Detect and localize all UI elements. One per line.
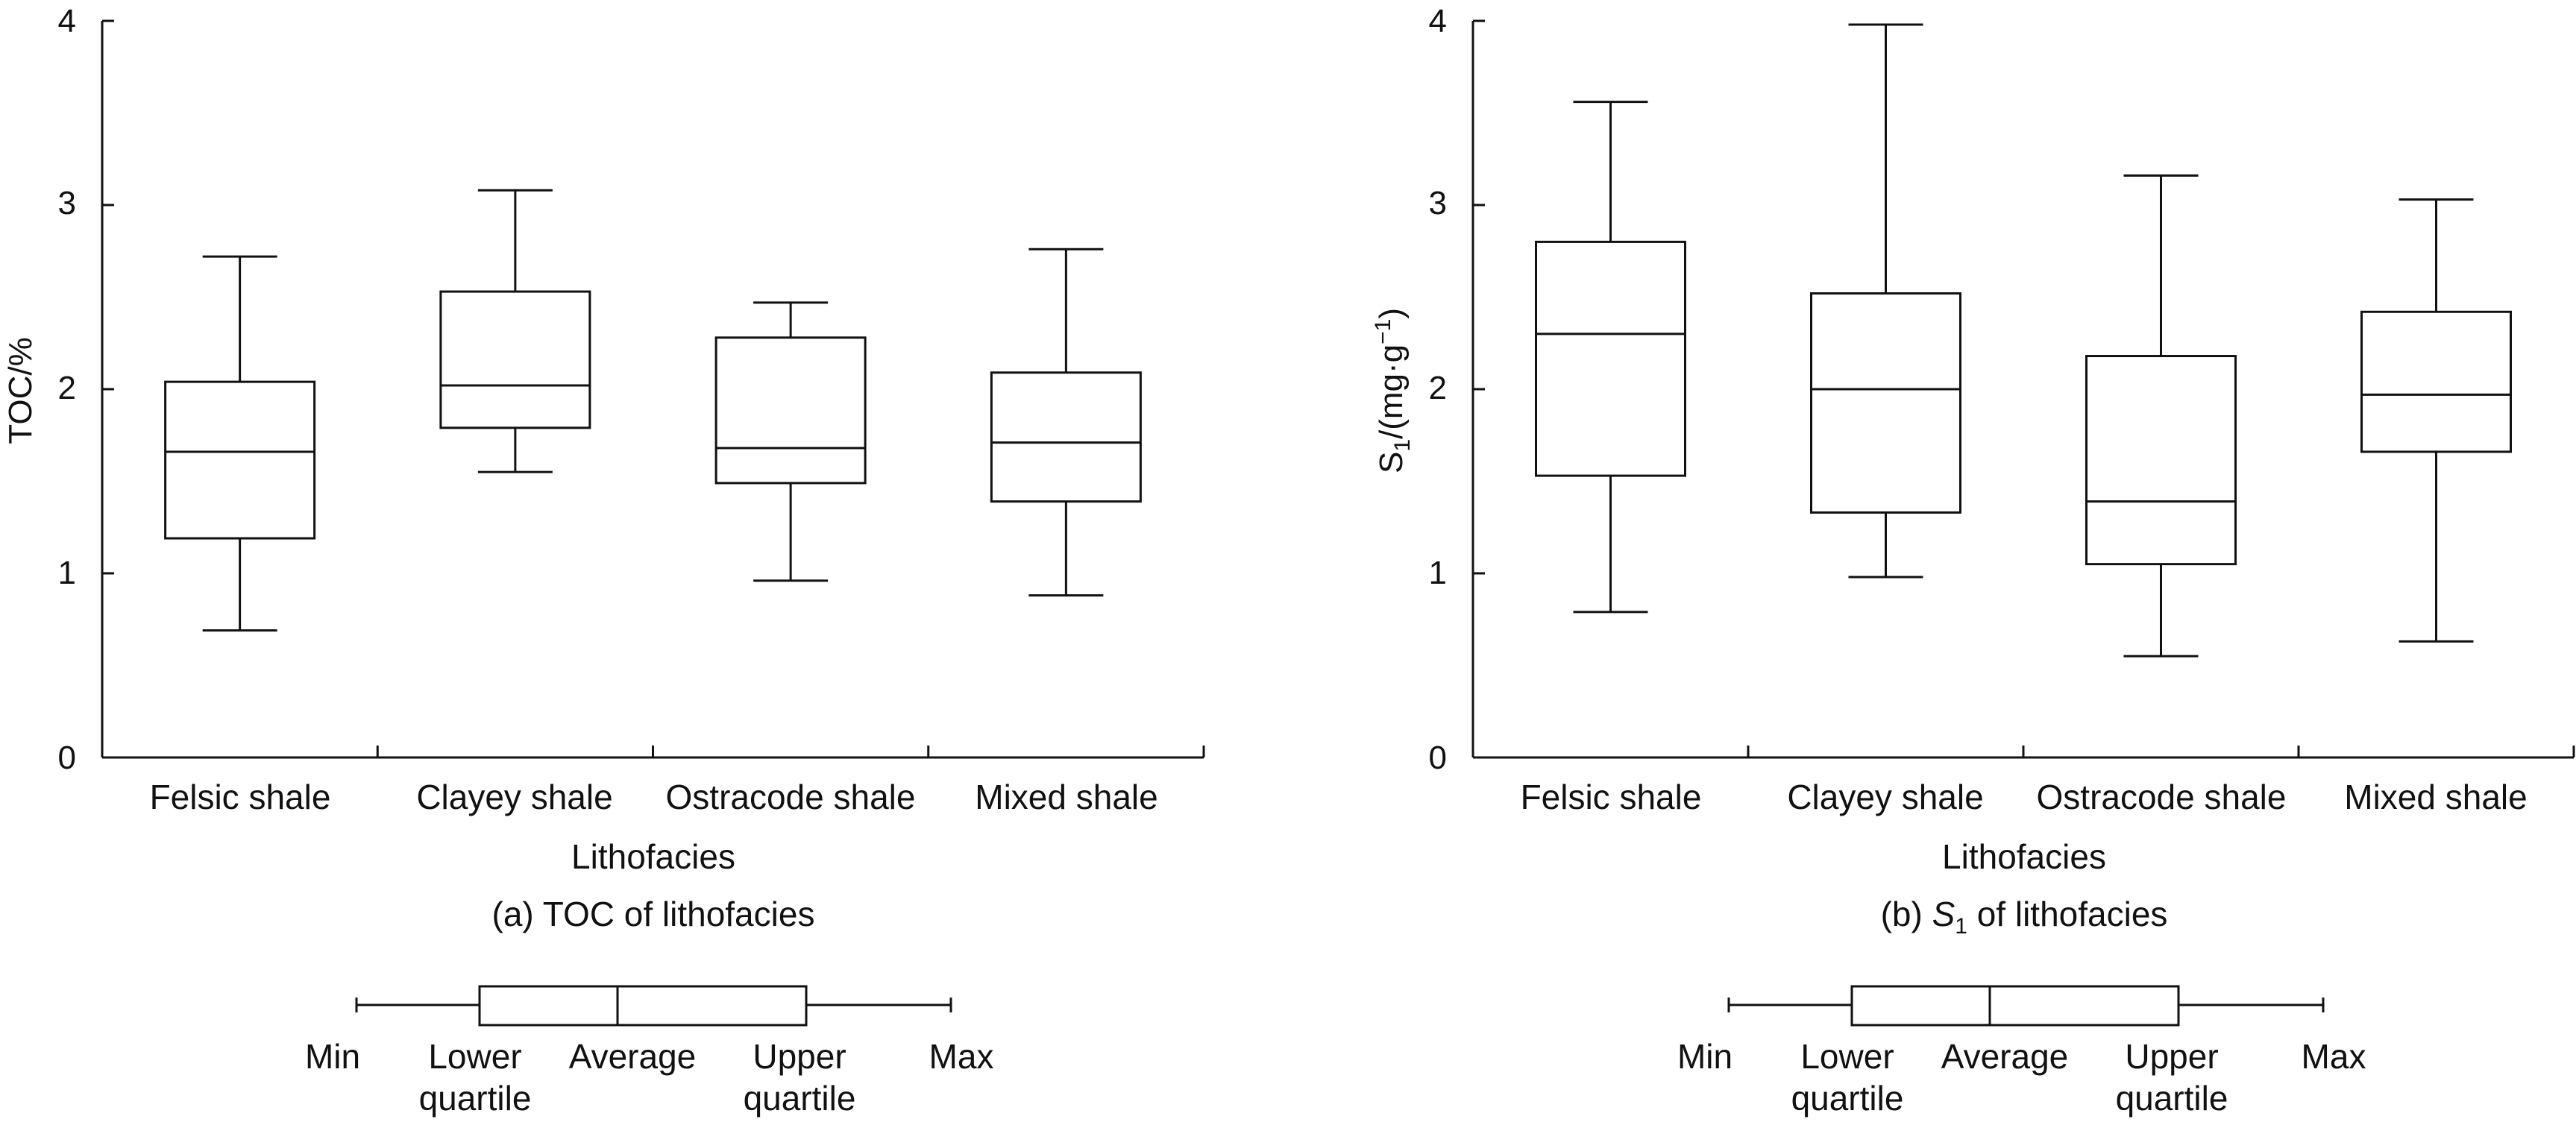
panel-b-ylabel: S1/(mg·g−1) xyxy=(1371,308,1415,473)
box-ostracode-shale xyxy=(2085,355,2237,566)
panel-a-marks xyxy=(101,19,1205,759)
legend-average-label: Average xyxy=(1941,1037,2069,1076)
panel-b-ytick-label: 4 xyxy=(1429,3,1447,40)
box-ostracode-shale xyxy=(714,336,867,485)
legend-upper-label-2: quartile xyxy=(2116,1079,2228,1118)
box-clayey-shale xyxy=(439,290,591,429)
legend-min-label: Min xyxy=(305,1037,360,1076)
legend-lower-label: Lower xyxy=(428,1037,521,1076)
box-mixed-shale xyxy=(2360,310,2512,453)
panel-a-ytick-label: 0 xyxy=(58,740,76,776)
panel-b-ylabel-unit: /(mg·g xyxy=(1373,344,1410,439)
panel-b-category-label: Mixed shale xyxy=(2344,778,2527,816)
legend-upper-label: Upper xyxy=(2125,1037,2218,1076)
panel-b-xlabel: Lithofacies xyxy=(1942,837,2106,876)
legend-average-label: Average xyxy=(569,1037,697,1076)
panel-a-category-label: Ostracode shale xyxy=(666,778,916,816)
legend-b: Min Lower quartile Average Upper quartil… xyxy=(1677,985,2366,1118)
panel-a-ytick-label: 2 xyxy=(58,370,76,406)
panel-b-ylabel-sup: −1 xyxy=(1371,319,1395,344)
legend-box xyxy=(1850,985,2180,1027)
panel-a-ytick-label: 1 xyxy=(58,555,76,591)
legend-max-label: Max xyxy=(2302,1037,2366,1076)
panel-b-caption-suffix: of lithofacies xyxy=(1967,895,2167,933)
box-clayey-shale xyxy=(1810,292,1961,514)
panel-b-ytick-label: 0 xyxy=(1429,740,1447,776)
box-felsic-shale xyxy=(1535,240,1686,477)
legend-box xyxy=(478,985,808,1027)
panel-a-xlabel: Lithofacies xyxy=(571,837,735,876)
panel-b-ytick-label: 1 xyxy=(1429,555,1447,591)
box-mixed-shale xyxy=(990,371,1142,503)
panel-a-category-label: Mixed shale xyxy=(975,778,1157,816)
panel-b-category-label: Felsic shale xyxy=(1521,778,1702,816)
panel-a-caption: (a) TOC of lithofacies xyxy=(492,895,815,933)
panel-a-ylabel: TOC/% xyxy=(2,337,39,444)
legend-lower-label-2: quartile xyxy=(419,1079,532,1118)
legend-upper-label-2: quartile xyxy=(744,1079,856,1118)
panel-b-ylabel-close: ) xyxy=(1373,308,1410,319)
panel-b-ylabel-sub: 1 xyxy=(1390,439,1415,452)
legend-a: Min Lower quartile Average Upper quartil… xyxy=(305,985,994,1118)
legend-min-label: Min xyxy=(1677,1037,1732,1076)
panel-b-marks xyxy=(1471,19,2575,759)
panel-a-ytick-label: 4 xyxy=(58,3,76,40)
panel-b-caption: (b) S1 of lithofacies xyxy=(1881,895,2168,939)
box-felsic-shale xyxy=(164,380,316,540)
panel-b-caption-prefix: (b) xyxy=(1881,895,1932,933)
panel-b-ytick-label: 2 xyxy=(1429,370,1447,406)
panel-b-category-label: Ostracode shale xyxy=(2037,778,2287,816)
panel-b-s1: 0 1 2 3 4 S1/(mg·g−1) Felsic shale Claye… xyxy=(1371,3,2575,939)
panel-a-category-label: Clayey shale xyxy=(416,778,612,816)
panel-b-ylabel-symbol: S xyxy=(1373,452,1410,473)
legend-max-label: Max xyxy=(929,1037,994,1076)
legend-upper-label: Upper xyxy=(753,1037,846,1076)
legend-lower-label: Lower xyxy=(1800,1037,1894,1076)
panel-b-caption-symbol: S xyxy=(1932,895,1955,933)
legend-lower-label-2: quartile xyxy=(1791,1079,1904,1118)
panel-b-category-label: Clayey shale xyxy=(1787,778,1983,816)
panel-b-ytick-label: 3 xyxy=(1429,185,1447,221)
panel-b-caption-sub: 1 xyxy=(1955,914,1967,939)
panel-a-ytick-label: 3 xyxy=(58,185,76,221)
panel-a-toc: 0 1 2 3 4 TOC/% Felsic shale Clayey shal… xyxy=(2,3,1205,933)
panel-a-category-label: Felsic shale xyxy=(150,778,331,816)
